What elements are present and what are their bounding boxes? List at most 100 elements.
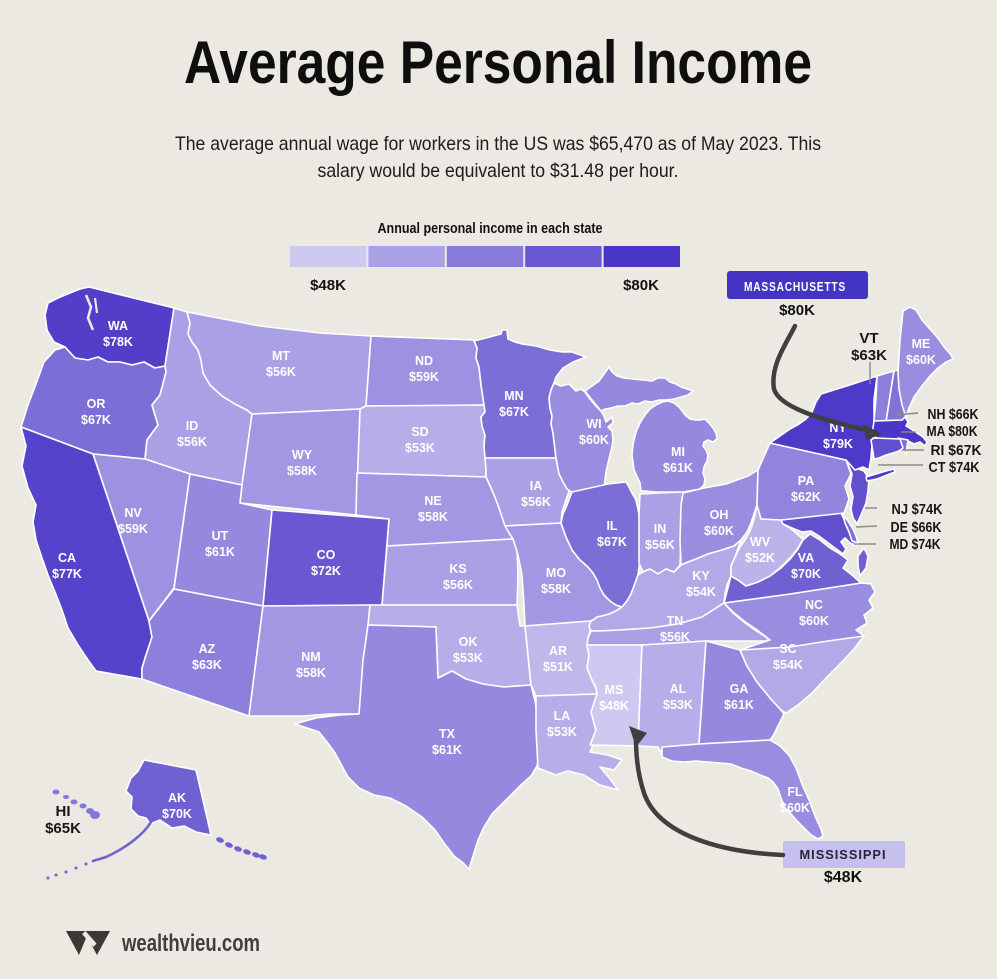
svg-text:$59K: $59K [409,370,439,384]
svg-text:ME: ME [912,337,931,351]
svg-text:$61K: $61K [205,545,235,559]
svg-text:$61K: $61K [663,461,693,475]
svg-text:$60K: $60K [780,801,810,815]
svg-text:MA $80K: MA $80K [927,423,978,440]
svg-text:WA: WA [108,319,128,333]
svg-text:HI: HI [56,803,71,820]
svg-text:$61K: $61K [432,743,462,757]
svg-text:$72K: $72K [311,564,341,578]
svg-text:MN: MN [504,389,523,403]
svg-text:TX: TX [439,727,456,741]
svg-text:$58K: $58K [296,666,326,680]
svg-text:$56K: $56K [660,630,690,644]
svg-text:FL: FL [787,785,803,799]
svg-text:$63K: $63K [851,347,887,364]
svg-text:ID: ID [186,419,199,433]
svg-text:$61K: $61K [724,698,754,712]
svg-text:TN: TN [667,614,684,628]
svg-text:IL: IL [606,519,617,533]
svg-text:AK: AK [168,791,186,805]
svg-text:CA: CA [58,551,76,565]
svg-text:GA: GA [730,682,749,696]
svg-text:$60K: $60K [799,614,829,628]
svg-text:$54K: $54K [686,585,716,599]
svg-text:LA: LA [554,709,571,723]
svg-text:$53K: $53K [547,725,577,739]
svg-text:$56K: $56K [177,435,207,449]
svg-text:$52K: $52K [745,551,775,565]
svg-text:KY: KY [692,569,710,583]
svg-text:NV: NV [124,506,142,520]
svg-text:AL: AL [670,682,687,696]
svg-text:NE: NE [424,494,441,508]
svg-text:OK: OK [459,635,478,649]
svg-text:$80K: $80K [779,302,815,319]
svg-text:$62K: $62K [791,490,821,504]
svg-text:The average annual wage for wo: The average annual wage for workers in t… [175,133,821,155]
svg-text:$65K: $65K [45,820,81,837]
svg-text:WY: WY [292,448,313,462]
svg-text:$80K: $80K [623,277,659,294]
svg-text:AR: AR [549,644,567,658]
svg-text:$67K: $67K [499,405,529,419]
svg-text:$48K: $48K [599,699,629,713]
svg-text:MD $74K: MD $74K [890,536,941,553]
svg-text:$58K: $58K [287,464,317,478]
svg-text:$63K: $63K [192,658,222,672]
svg-text:$79K: $79K [823,437,853,451]
svg-text:$70K: $70K [162,807,192,821]
svg-text:$60K: $60K [704,524,734,538]
svg-text:$60K: $60K [906,353,936,367]
svg-text:WI: WI [586,417,601,431]
svg-text:OH: OH [710,508,729,522]
svg-text:CO: CO [317,548,336,562]
svg-text:$53K: $53K [405,441,435,455]
svg-text:MS: MS [605,683,624,697]
svg-text:$77K: $77K [52,567,82,581]
svg-text:ND: ND [415,354,433,368]
svg-text:UT: UT [212,529,229,543]
svg-text:VA: VA [798,551,814,565]
svg-text:wealthvieu.com: wealthvieu.com [121,930,260,957]
svg-text:MISSISSIPPI: MISSISSIPPI [800,847,887,862]
svg-text:MASSACHUSETTS: MASSACHUSETTS [744,279,846,294]
svg-text:$78K: $78K [103,335,133,349]
svg-text:salary would be equivalent to: salary would be equivalent to $31.48 per… [318,160,679,182]
svg-text:$54K: $54K [773,658,803,672]
svg-text:NJ $74K: NJ $74K [892,501,943,518]
svg-text:SC: SC [779,642,796,656]
svg-text:$58K: $58K [418,510,448,524]
svg-text:$56K: $56K [266,365,296,379]
svg-text:NH $66K: NH $66K [928,406,979,423]
svg-text:$51K: $51K [543,660,573,674]
svg-text:NM: NM [301,650,320,664]
svg-text:MT: MT [272,349,290,363]
svg-text:AZ: AZ [199,642,216,656]
svg-text:RI $67K: RI $67K [931,442,982,459]
svg-text:CT $74K: CT $74K [929,459,980,476]
svg-text:$70K: $70K [791,567,821,581]
svg-text:DE $66K: DE $66K [891,519,942,536]
svg-text:MI: MI [671,445,685,459]
svg-text:$67K: $67K [597,535,627,549]
svg-text:$56K: $56K [645,538,675,552]
svg-text:$59K: $59K [118,522,148,536]
svg-text:KS: KS [449,562,466,576]
svg-text:SD: SD [411,425,428,439]
svg-text:$58K: $58K [541,582,571,596]
svg-text:OR: OR [87,397,106,411]
svg-text:IN: IN [654,522,667,536]
svg-text:Average Personal Income: Average Personal Income [184,29,812,96]
svg-text:$48K: $48K [824,869,863,886]
svg-text:$60K: $60K [579,433,609,447]
svg-text:WV: WV [750,535,771,549]
svg-text:Annual personal income in each: Annual personal income in each state [378,221,603,237]
svg-text:$53K: $53K [453,651,483,665]
svg-text:$48K: $48K [310,277,346,294]
svg-text:PA: PA [798,474,814,488]
svg-text:$67K: $67K [81,413,111,427]
svg-text:$56K: $56K [521,495,551,509]
svg-text:VT: VT [859,330,878,347]
svg-text:$53K: $53K [663,698,693,712]
svg-text:NC: NC [805,598,823,612]
